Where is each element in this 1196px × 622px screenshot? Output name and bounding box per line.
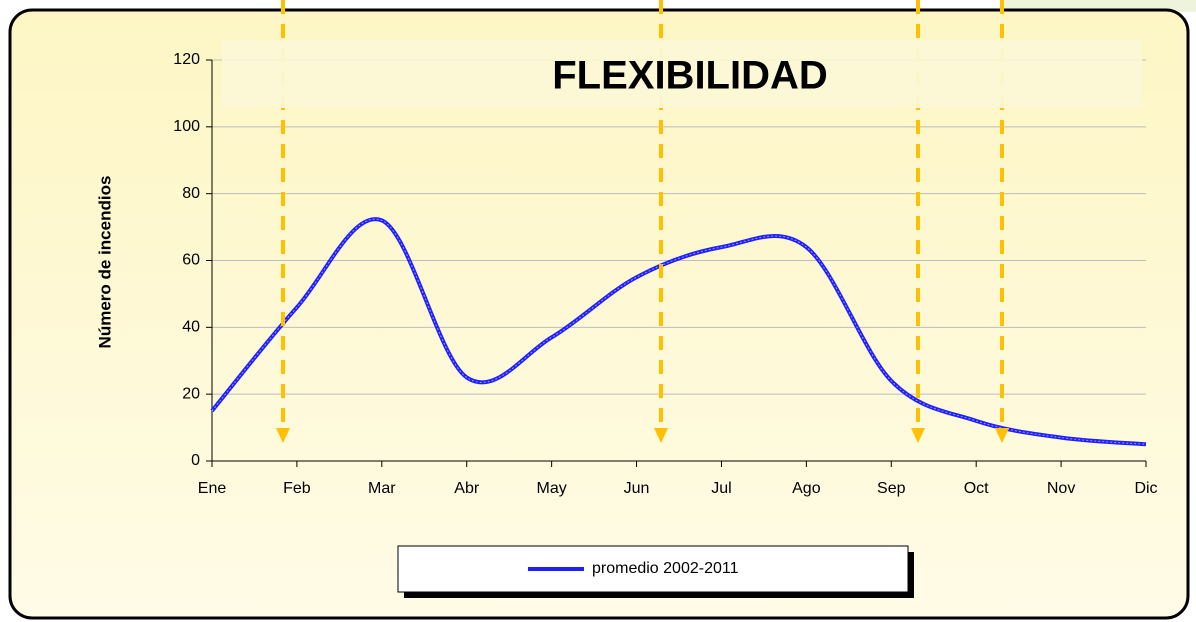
title-box xyxy=(222,40,1142,108)
x-tick-label: Ene xyxy=(198,480,227,497)
chart-title: FLEXIBILIDAD xyxy=(552,54,828,98)
legend-label: promedio 2002-2011 xyxy=(592,560,739,577)
arrow-head xyxy=(995,428,1009,443)
x-tick-label: Jun xyxy=(624,480,650,497)
y-tick-label: 20 xyxy=(182,385,200,402)
x-tick-label: May xyxy=(537,480,567,497)
plot-area: 0 20 40 60 80 100 120 Ene Feb Mar Abr May Jun Jul Ago S… xyxy=(173,51,1157,497)
y-tick-label: 100 xyxy=(173,118,200,135)
y-tick-label: 0 xyxy=(191,452,200,469)
x-tick-label: Jul xyxy=(711,480,731,497)
x-tick-label: Dic xyxy=(1134,480,1157,497)
panel xyxy=(8,8,1190,620)
x-tick-label: Sep xyxy=(877,480,906,497)
x-tick-label: Oct xyxy=(964,480,989,497)
y-tick-label: 120 xyxy=(173,51,200,68)
legend xyxy=(397,545,909,593)
y-tick-label: 80 xyxy=(182,185,200,202)
arrows xyxy=(276,0,1009,443)
x-tick-label: Mar xyxy=(368,480,396,497)
x-tick-label: Abr xyxy=(454,480,480,497)
arrow-head xyxy=(654,428,668,443)
x-tick-label: Nov xyxy=(1047,480,1075,497)
series-line xyxy=(210,217,1147,447)
y-tick-label: 40 xyxy=(182,319,200,336)
arrow-head xyxy=(911,428,925,443)
arrow-head xyxy=(276,428,290,443)
x-tick-label: Feb xyxy=(283,480,311,497)
y-tick-label: 60 xyxy=(182,252,200,269)
x-tick-label: Ago xyxy=(792,480,821,497)
y-axis-label: Número de incendios xyxy=(95,176,114,349)
